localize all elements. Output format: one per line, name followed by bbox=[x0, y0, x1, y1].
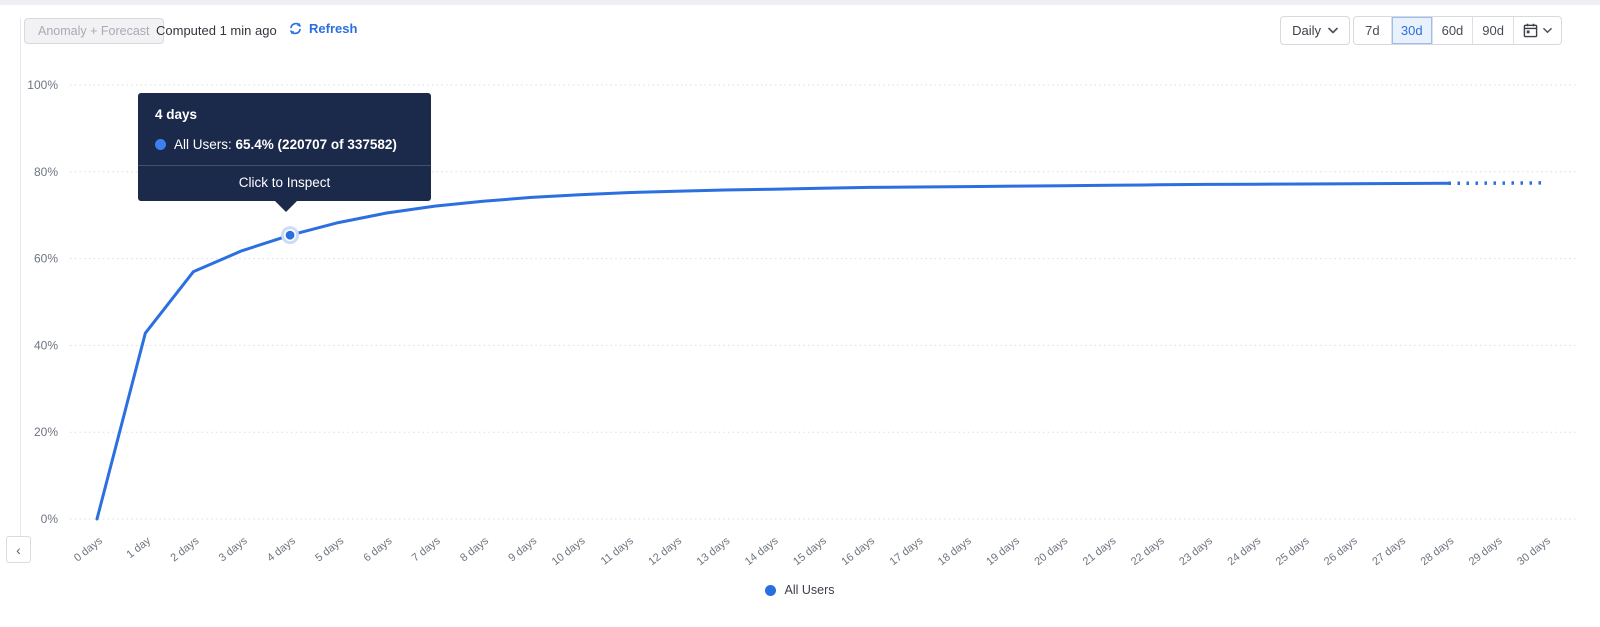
chevron-left-icon: ‹ bbox=[16, 541, 21, 558]
y-axis-label: 80% bbox=[34, 165, 58, 179]
y-axis-label: 60% bbox=[34, 252, 58, 266]
range-button-60d[interactable]: 60d bbox=[1433, 17, 1474, 44]
anomaly-forecast-button[interactable]: Anomaly + Forecast bbox=[24, 18, 164, 44]
date-range-picker-button[interactable] bbox=[1514, 17, 1561, 44]
refresh-icon bbox=[288, 21, 303, 36]
refresh-button[interactable]: Refresh bbox=[288, 21, 357, 36]
refresh-label: Refresh bbox=[309, 21, 358, 36]
panel-left-border bbox=[20, 18, 21, 563]
y-axis-label: 0% bbox=[41, 512, 59, 526]
tooltip-value: 65.4% (220707 of 337582) bbox=[235, 137, 397, 152]
series-line-solid bbox=[95, 181, 1450, 521]
time-range-segmented-control: 7d 30d 60d 90d bbox=[1352, 16, 1562, 45]
x-axis-label: 12 days bbox=[646, 535, 684, 568]
x-axis-label: 24 days bbox=[1225, 535, 1263, 568]
calendar-icon bbox=[1523, 23, 1538, 38]
x-axis-label: 4 days bbox=[265, 535, 298, 565]
x-axis-label: 2 days bbox=[168, 535, 201, 565]
x-axis-label: 8 days bbox=[458, 535, 491, 565]
collapse-panel-button[interactable]: ‹ bbox=[6, 536, 31, 563]
interval-dropdown-value: Daily bbox=[1292, 23, 1321, 38]
tooltip-series-text: All Users: 65.4% (220707 of 337582) bbox=[174, 137, 397, 152]
series-color-dot bbox=[155, 139, 166, 150]
x-axis-label: 21 days bbox=[1081, 535, 1119, 568]
top-edge-strip bbox=[0, 0, 1600, 5]
x-axis-label: 20 days bbox=[1032, 535, 1070, 568]
chart-tooltip: 4 days All Users: 65.4% (220707 of 33758… bbox=[138, 93, 431, 212]
selected-point-marker[interactable] bbox=[284, 229, 297, 242]
x-axis-label: 23 days bbox=[1177, 535, 1215, 568]
x-axis-label: 22 days bbox=[1129, 535, 1167, 568]
x-axis-label: 19 days bbox=[984, 535, 1022, 568]
x-axis-label: 25 days bbox=[1274, 535, 1312, 568]
tooltip-title: 4 days bbox=[155, 107, 198, 122]
computed-status-text: Computed 1 min ago bbox=[156, 23, 277, 38]
x-axis-label: 1 day bbox=[125, 535, 154, 561]
x-axis-label: 16 days bbox=[839, 535, 877, 568]
chart-toolbar: Anomaly + Forecast Computed 1 min ago Re… bbox=[0, 14, 1600, 48]
x-axis-label: 18 days bbox=[936, 535, 974, 568]
x-axis-label: 15 days bbox=[791, 535, 829, 568]
x-axis-label: 28 days bbox=[1419, 535, 1457, 568]
range-button-30d[interactable]: 30d bbox=[1391, 17, 1433, 44]
x-axis-label: 5 days bbox=[313, 535, 346, 565]
y-axis-label: 100% bbox=[27, 78, 58, 92]
y-axis-label: 40% bbox=[34, 338, 58, 352]
interval-dropdown[interactable]: Daily bbox=[1280, 16, 1350, 45]
x-axis-label: 13 days bbox=[695, 535, 733, 568]
x-axis-label: 3 days bbox=[217, 535, 250, 565]
x-axis-label: 9 days bbox=[506, 535, 539, 565]
x-axis-label: 14 days bbox=[743, 535, 781, 568]
x-axis-label: 27 days bbox=[1370, 535, 1408, 568]
legend-series-label: All Users bbox=[784, 583, 835, 597]
range-button-90d[interactable]: 90d bbox=[1473, 17, 1514, 44]
x-axis-label: 17 days bbox=[888, 535, 926, 568]
x-axis-label: 10 days bbox=[550, 535, 588, 568]
chart-legend: All Users bbox=[0, 583, 1600, 597]
x-axis-label: 30 days bbox=[1515, 535, 1553, 568]
tooltip-series-row: All Users: 65.4% (220707 of 337582) bbox=[138, 122, 431, 152]
x-axis-label: 6 days bbox=[362, 535, 395, 565]
legend-series-dot bbox=[765, 584, 777, 596]
y-axis-label: 20% bbox=[34, 425, 58, 439]
range-button-7d[interactable]: 7d bbox=[1354, 17, 1392, 44]
x-axis-label: 26 days bbox=[1322, 535, 1360, 568]
x-axis-label: 7 days bbox=[410, 535, 443, 565]
tooltip-click-to-inspect[interactable]: Click to Inspect bbox=[138, 165, 431, 201]
x-axis-label: 0 days bbox=[72, 535, 105, 565]
chevron-down-icon bbox=[1328, 27, 1338, 34]
x-axis-label: 11 days bbox=[599, 535, 636, 568]
x-axis-label: 29 days bbox=[1467, 535, 1505, 568]
chevron-down-icon bbox=[1543, 27, 1552, 34]
